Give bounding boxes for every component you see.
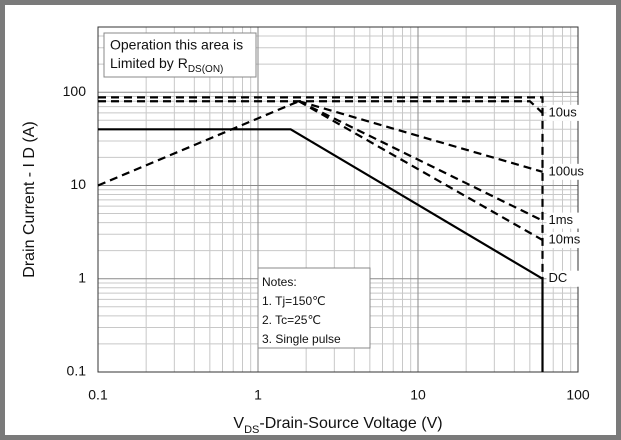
x-axis-label-part: -Drain-Source Voltage (V) [259, 415, 442, 432]
series-line [98, 128, 544, 372]
x-tick-label: 10 [410, 387, 426, 403]
y-tick-label: 1 [78, 269, 86, 285]
x-axis-label: VDS-Drain-Source Voltage (V) [233, 415, 442, 436]
note-line: 3. Single pulse [262, 332, 341, 346]
note-line: 2. Tc=25℃ [262, 313, 321, 327]
series-label: 10ms [549, 231, 581, 246]
series-line [98, 96, 544, 279]
annotation-part: DS(ON) [188, 64, 224, 75]
y-axis-label: Drain Current - I D (A) [21, 121, 38, 277]
series-line [298, 100, 543, 222]
series-line [98, 100, 544, 114]
y-tick-label: 100 [63, 83, 87, 99]
annotation-box [103, 32, 257, 78]
annotation-text: Operation this area is [110, 37, 243, 53]
series-label: 10us [549, 104, 578, 119]
series-label-bg [546, 232, 581, 249]
series-label: 1ms [549, 212, 574, 227]
series-label: DC [549, 270, 568, 285]
annotation-part: Limited by R [110, 55, 188, 71]
series-line [298, 100, 543, 173]
annotation-text: Limited by RDS(ON) [110, 55, 223, 75]
series-label-bg [546, 104, 581, 121]
plot-border [97, 26, 579, 373]
series-label-bg [546, 270, 581, 287]
notes: Notes: 1. Tj=150℃ 2. Tc=25℃ 3. Single pulse [257, 267, 371, 349]
x-tick-label: 1 [254, 387, 262, 403]
x-tick-label: 0.1 [88, 387, 108, 403]
x-axis-label-part: DS [244, 424, 259, 436]
series-label-bg [546, 212, 581, 229]
series-line [298, 100, 544, 241]
series-label-bg [546, 163, 581, 180]
y-tick-label: 0.1 [67, 363, 87, 379]
series-label: 100us [549, 163, 585, 178]
series-line [97, 100, 300, 187]
x-tick-label: 100 [566, 387, 590, 403]
x-axis-label-part: V [233, 415, 244, 432]
y-tick-label: 10 [70, 176, 86, 192]
note-line: 1. Tj=150℃ [262, 294, 326, 308]
notes-box [257, 267, 371, 349]
note-line: Notes: [262, 275, 297, 289]
